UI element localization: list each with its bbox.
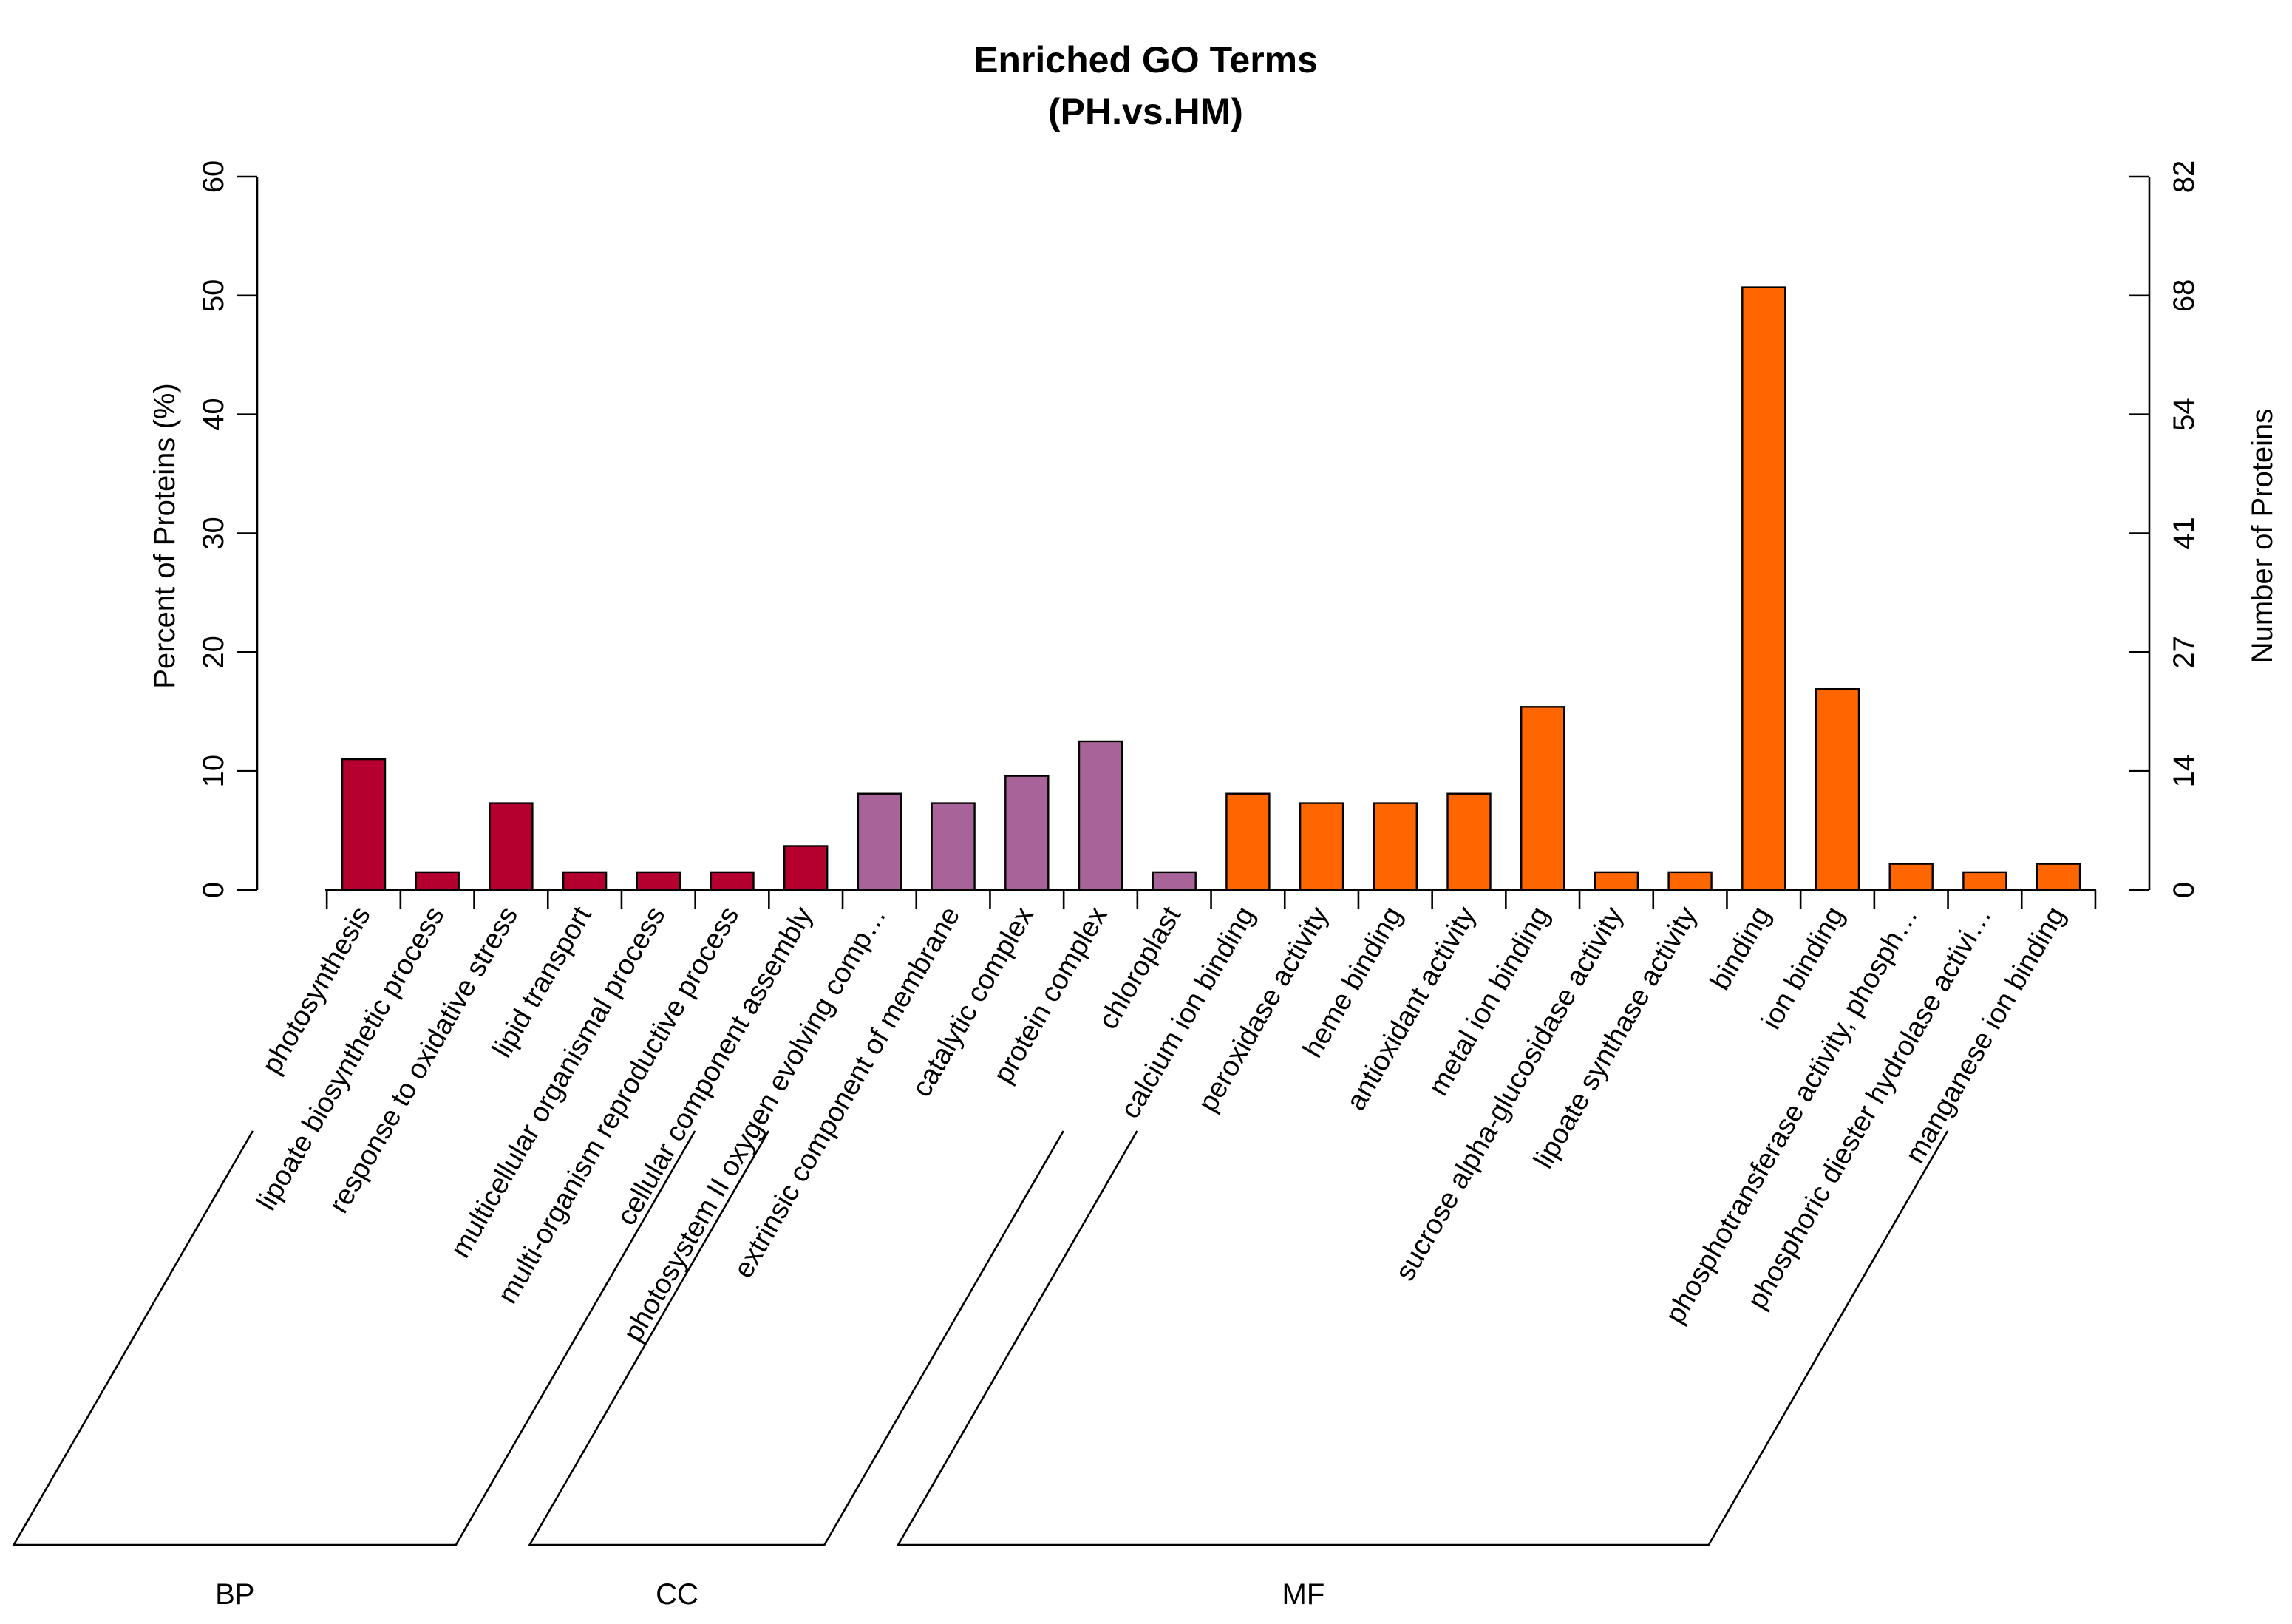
y2-axis-label: Number of Proteins [2246, 409, 2279, 664]
category-label: binding [1704, 902, 1777, 996]
bar [636, 871, 681, 891]
y2-tick-label: 68 [2168, 279, 2200, 313]
bar [1667, 871, 1713, 891]
bar [1373, 802, 1418, 891]
bar [1299, 802, 1344, 891]
bar [1152, 871, 1197, 891]
bar [415, 871, 460, 891]
bar [857, 792, 902, 891]
chart-subtitle: (PH.vs.HM) [1048, 91, 1243, 132]
y-axis-label: Percent of Proteins (%) [149, 383, 181, 689]
group-label: CC [656, 1578, 698, 1611]
bar [710, 871, 755, 891]
bar [1446, 792, 1492, 891]
y-tick-label: 20 [197, 636, 230, 669]
y-tick-label: 30 [197, 517, 230, 550]
group-bracket [528, 1130, 1064, 1546]
y2-tick-label: 0 [2168, 882, 2200, 898]
y-tick-label: 60 [197, 160, 230, 194]
y2-tick-label: 54 [2168, 398, 2200, 431]
y2-tick-label: 14 [2168, 755, 2200, 788]
bar [1594, 871, 1639, 891]
bar [562, 871, 608, 891]
bar [1888, 863, 1934, 891]
bar [1078, 740, 1123, 891]
y2-tick-label: 41 [2168, 517, 2200, 550]
group-label: BP [215, 1578, 254, 1611]
category-label: calcium ion binding [1115, 902, 1261, 1124]
bar [1741, 286, 1786, 891]
y-tick-label: 40 [197, 398, 230, 431]
bar [1225, 792, 1271, 891]
bar [2036, 863, 2081, 891]
y-tick-label: 10 [197, 755, 230, 788]
group-bracket [12, 1130, 696, 1546]
group-label: MF [1282, 1578, 1325, 1611]
bar [783, 845, 829, 891]
bar [1815, 687, 1860, 891]
group-bracket [896, 1130, 1949, 1546]
y-tick-label: 50 [197, 279, 230, 313]
category-label: peroxidase activity [1192, 902, 1335, 1118]
chart-title: Enriched GO Terms [973, 39, 1318, 81]
category-label: antioxidant activity [1341, 902, 1483, 1116]
bar [489, 802, 534, 891]
bar [1962, 871, 2007, 891]
bar [1004, 775, 1050, 891]
bar [1520, 706, 1565, 891]
bar [341, 758, 387, 891]
y2-tick-label: 82 [2168, 160, 2200, 194]
y-tick-label: 0 [197, 882, 230, 898]
y2-tick-label: 27 [2168, 636, 2200, 669]
bar [931, 802, 976, 891]
